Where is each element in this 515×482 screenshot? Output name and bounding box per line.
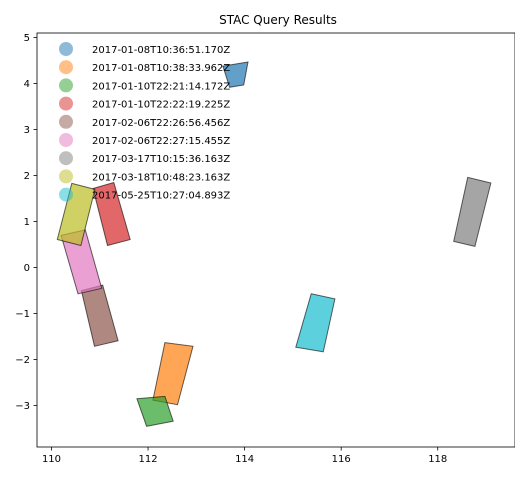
legend-label-6: 2017-03-17T10:15:36.163Z [92,154,230,165]
y-tick-label-5: 2 [24,171,30,182]
legend-marker-3 [59,96,73,111]
legend-marker-8 [59,187,73,202]
legend-marker-0 [59,42,73,56]
legend-label-0: 2017-01-08T10:36:51.170Z [92,45,230,56]
legend: 2017-01-08T10:36:51.170Z 2017-01-08T10:38… [59,42,230,202]
plot-area [36,32,515,448]
legend-label-5: 2017-02-06T22:27:15.455Z [92,136,230,147]
footprint-0 [222,61,249,88]
y-tick-label-0: −3 [15,401,30,412]
y-tick-label-3: 0 [24,263,30,274]
footprint-7 [56,182,96,247]
chart-title: STAC Query Results [219,13,337,27]
x-tick-label-1: 112 [139,454,158,465]
legend-marker-7 [59,169,73,184]
legend-marker-5 [59,133,73,147]
x-tick-label-0: 110 [42,454,61,465]
y-tick-label-4: 1 [24,217,30,228]
y-tick-label-8: 5 [24,33,30,44]
x-tick-label-4: 118 [428,454,447,465]
y-tick-label-7: 4 [24,79,30,90]
x-tick-label-2: 114 [235,454,254,465]
footprint-2 [136,395,174,427]
footprints [56,61,492,427]
legend-label-7: 2017-03-18T10:48:23.163Z [92,172,230,183]
legend-marker-4 [59,114,73,129]
y-tick-label-1: −2 [15,355,30,366]
footprint-8 [295,293,336,353]
legend-label-1: 2017-01-08T10:38:33.962Z [92,63,230,74]
axes-frame [36,32,515,448]
legend-marker-2 [59,78,73,93]
x-axis: 110 112 114 116 118 [42,447,447,465]
legend-label-8: 2017-05-25T10:27:04.893Z [92,191,230,202]
legend-label-3: 2017-01-10T22:22:19.225Z [92,100,230,111]
y-tick-label-6: 3 [24,125,30,136]
legend-label-2: 2017-01-10T22:21:14.172Z [92,81,230,92]
footprint-1 [152,342,194,406]
x-tick-label-3: 116 [332,454,351,465]
y-axis: −3 −2 −1 0 1 2 3 4 5 [15,33,37,412]
y-tick-label-2: −1 [15,309,30,320]
legend-marker-1 [59,60,73,75]
footprint-3 [92,181,131,247]
legend-marker-6 [59,151,73,166]
footprint-6 [453,176,492,247]
legend-label-4: 2017-02-06T22:26:56.456Z [92,118,230,129]
